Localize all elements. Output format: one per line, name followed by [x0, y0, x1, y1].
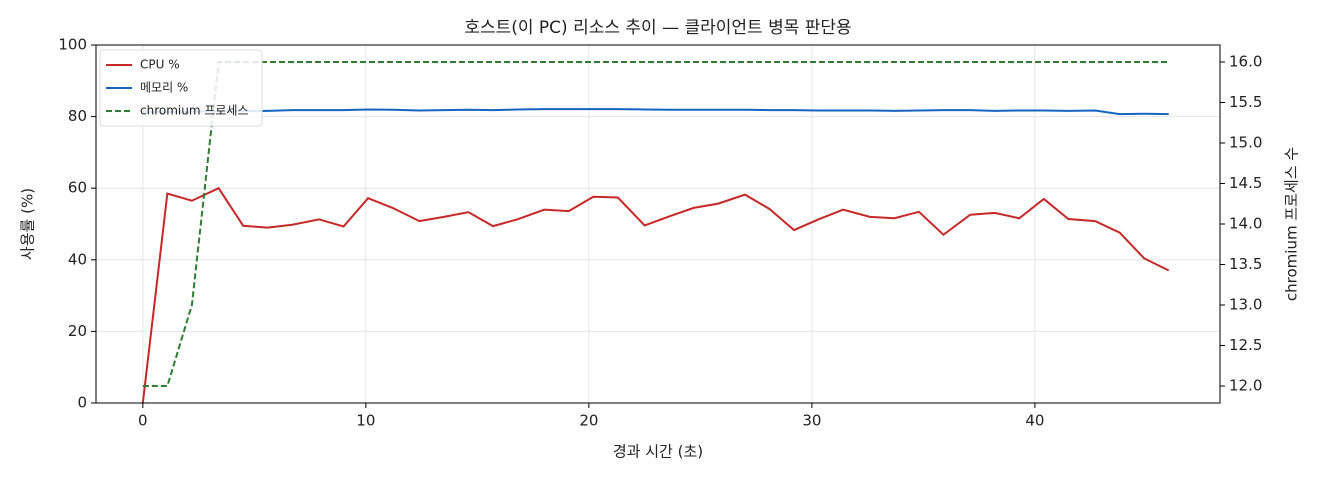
x-tick-label: 20: [579, 412, 598, 430]
chart-title: 호스트(이 PC) 리소스 추이 — 클라이언트 병목 판단용: [464, 18, 851, 38]
y-tick-label: 20: [68, 322, 87, 340]
y-tick-label: 40: [68, 250, 87, 268]
legend-label: chromium 프로세스: [140, 104, 249, 118]
x-tick-label: 10: [356, 412, 375, 430]
legend: CPU % 메모리 % chromium 프로세스: [99, 49, 263, 127]
legend-label: CPU %: [140, 58, 180, 72]
y2-tick-label: 13.5: [1229, 255, 1262, 273]
y-axis-label: 사용률 (%): [19, 188, 37, 260]
y2-axis-label: chromium 프로세스 수: [1283, 147, 1301, 301]
y2-tick-label: 14.0: [1229, 215, 1262, 233]
x-tick-label: 40: [1025, 412, 1044, 430]
x-tick-label: 30: [802, 412, 821, 430]
x-tick-label: 0: [138, 412, 148, 430]
plot-frame: [95, 44, 1221, 404]
y2-tick-label: 13.0: [1229, 295, 1262, 313]
y2-tick-label: 12.0: [1229, 376, 1262, 394]
y2-tick-label: 16.0: [1229, 53, 1262, 71]
x-axis-label: 경과 시간 (초): [613, 443, 703, 461]
y2-tick-label: 15.0: [1229, 134, 1262, 152]
y-tick-label: 100: [58, 36, 87, 54]
y2-tick-label: 12.5: [1229, 336, 1262, 354]
y2-tick-label: 15.5: [1229, 93, 1262, 111]
y-tick-label: 60: [68, 179, 87, 197]
y-tick-label: 0: [77, 394, 87, 412]
legend-label: 메모리 %: [140, 81, 188, 95]
y-tick-label: 80: [68, 107, 87, 125]
data-line: [142, 108, 1169, 116]
y2-tick-label: 14.5: [1229, 174, 1262, 192]
data-line: [141, 186, 1170, 404]
legend-box: [99, 49, 263, 127]
